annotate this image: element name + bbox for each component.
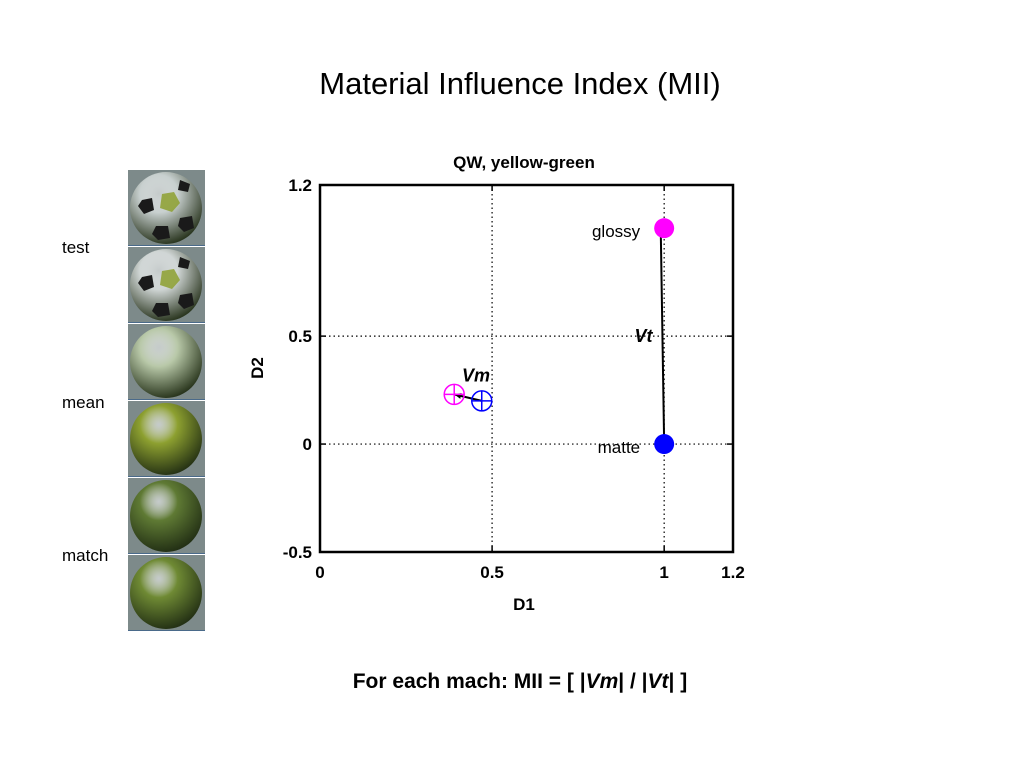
plot-frame (318, 183, 735, 554)
thumbnail-column (128, 170, 205, 631)
footer-mid: | / | (618, 670, 648, 693)
y-tick-label: 0 (303, 435, 312, 454)
sphere-thumbnail (128, 324, 205, 400)
point-marker-3 (471, 390, 493, 412)
match-label: match (62, 546, 109, 565)
point-marker-2 (443, 383, 465, 406)
slide-title: Material Influence Index (MII) (319, 66, 721, 101)
marker-circle (443, 383, 465, 406)
vectors: Vt Vm (453, 228, 666, 445)
axis-ticks: 0 0.5 1 1.2-0.500.51.2 (283, 176, 745, 582)
vector-vt-label: Vt (634, 326, 653, 346)
point-label-glossy: glossy (592, 222, 641, 241)
vector-vm-arrow (453, 393, 482, 402)
test-label: test (62, 238, 90, 257)
data-points: glossy matte (443, 218, 675, 457)
y-tick-label: 1.2 (288, 176, 312, 195)
footer-vm: Vm (585, 670, 619, 693)
y-axis-label: D2 (248, 357, 267, 379)
chart-title: QW, yellow-green (453, 153, 595, 172)
y-tick-label: -0.5 (283, 543, 312, 562)
sphere-thumbnail (128, 478, 205, 554)
x-tick-label: 1.2 (721, 563, 745, 582)
point-glossy (654, 218, 675, 239)
grid-lines (320, 185, 733, 552)
marker-circle (471, 390, 493, 412)
footer-formula: For each mach: MII = [ |Vm| / |Vt| ] (0, 670, 1024, 694)
soccer-ball-thumbnail (128, 247, 205, 323)
x-axis-label: D1 (513, 595, 535, 614)
sphere-thumbnail (128, 401, 205, 477)
footer-prefix: For each mach: MII = [ | (352, 670, 586, 693)
x-tick-label: 0 (315, 563, 324, 582)
mean-label: mean (62, 393, 105, 412)
vector-vt-arrow (657, 228, 666, 445)
point-label-matte: matte (598, 438, 641, 457)
footer-vt: Vt (647, 670, 669, 693)
vector-vm-label: Vm (462, 366, 490, 386)
x-tick-label: 1 (659, 563, 668, 582)
y-tick-label: 0.5 (288, 327, 312, 346)
point-matte (654, 434, 675, 455)
sphere-thumbnail (128, 555, 205, 631)
x-tick-label: 0.5 (480, 563, 504, 582)
footer-suffix: | ] (668, 670, 688, 693)
soccer-ball-thumbnail (128, 170, 205, 246)
